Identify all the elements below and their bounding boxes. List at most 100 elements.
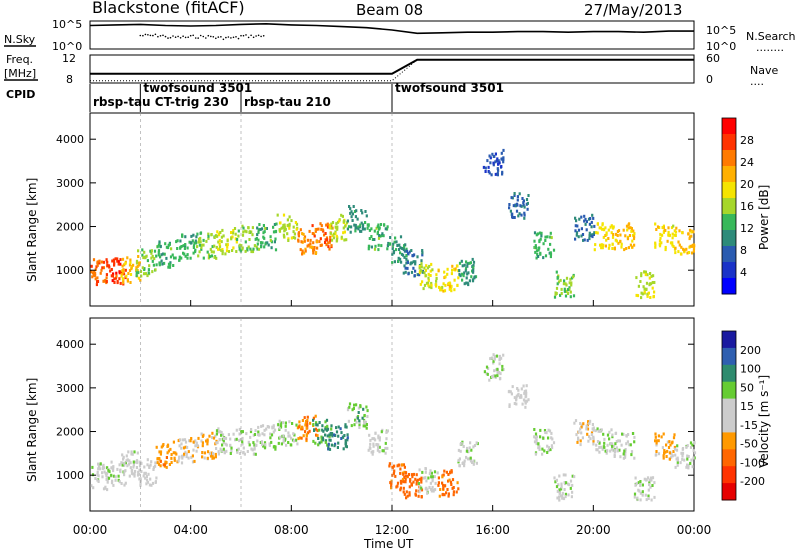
data-cell bbox=[518, 192, 521, 196]
data-cell bbox=[462, 274, 465, 278]
data-cell bbox=[254, 452, 257, 456]
data-cell bbox=[535, 442, 538, 446]
data-cell bbox=[287, 434, 290, 438]
data-cell bbox=[189, 256, 192, 260]
data-cell bbox=[377, 443, 380, 447]
data-cell bbox=[401, 477, 405, 481]
data-cell bbox=[588, 234, 591, 238]
data-cell bbox=[418, 271, 421, 275]
data-cell bbox=[302, 434, 305, 438]
data-cell bbox=[640, 272, 643, 276]
data-cell bbox=[586, 432, 589, 436]
data-cell bbox=[677, 250, 680, 254]
data-cell bbox=[365, 214, 368, 218]
data-cell bbox=[428, 472, 431, 476]
data-cell bbox=[295, 227, 298, 231]
data-cell bbox=[330, 443, 333, 447]
data-cell bbox=[692, 246, 696, 250]
data-cell bbox=[564, 495, 567, 499]
data-cell bbox=[427, 272, 430, 276]
data-cell bbox=[549, 242, 552, 246]
data-cell bbox=[176, 239, 179, 243]
data-cell bbox=[263, 433, 266, 437]
data-cell bbox=[642, 285, 645, 289]
data-cell bbox=[538, 448, 541, 451]
data-cell bbox=[106, 480, 109, 484]
data-cell bbox=[344, 224, 347, 228]
data-cell bbox=[647, 291, 650, 295]
data-cell bbox=[182, 454, 185, 458]
data-cell bbox=[608, 430, 611, 434]
data-cell bbox=[443, 270, 446, 274]
data-cell bbox=[687, 466, 690, 470]
data-cell bbox=[220, 248, 223, 252]
data-cell bbox=[227, 433, 230, 437]
data-cell bbox=[152, 465, 155, 469]
data-cell bbox=[630, 229, 633, 233]
data-cell bbox=[328, 226, 331, 230]
data-cell bbox=[262, 231, 265, 235]
data-cell bbox=[263, 446, 267, 450]
data-cell bbox=[164, 242, 167, 246]
data-cell bbox=[571, 490, 574, 494]
nsearch-point bbox=[182, 35, 184, 37]
data-cell bbox=[679, 461, 682, 465]
data-cell bbox=[319, 222, 322, 226]
data-cell bbox=[615, 232, 618, 236]
data-cell bbox=[628, 234, 632, 237]
data-cell bbox=[608, 437, 611, 441]
data-cell bbox=[115, 274, 118, 278]
data-cell bbox=[651, 484, 654, 487]
data-cell bbox=[193, 241, 196, 245]
data-cell bbox=[409, 479, 412, 483]
data-cell bbox=[242, 450, 245, 454]
data-cell bbox=[578, 217, 581, 221]
data-cell bbox=[222, 437, 225, 440]
data-cell bbox=[643, 287, 646, 291]
data-cell bbox=[318, 441, 321, 445]
data-cell bbox=[683, 248, 686, 252]
data-cell bbox=[165, 245, 168, 249]
data-cell bbox=[272, 425, 275, 429]
data-cell bbox=[313, 428, 316, 432]
data-cell bbox=[448, 281, 451, 285]
data-cell bbox=[173, 458, 176, 462]
data-cell bbox=[326, 222, 329, 226]
data-cell bbox=[611, 433, 614, 437]
data-cell bbox=[135, 271, 138, 275]
data-cell bbox=[141, 253, 144, 257]
data-cell bbox=[382, 234, 385, 238]
data-cell bbox=[367, 224, 370, 228]
plot-title: Blackstone (fitACF) bbox=[92, 0, 245, 17]
data-cell bbox=[145, 478, 149, 482]
data-cell bbox=[177, 459, 180, 463]
data-cell bbox=[435, 277, 438, 280]
data-cell bbox=[324, 433, 327, 437]
data-cell bbox=[283, 235, 286, 239]
data-cell bbox=[592, 428, 595, 432]
data-cell bbox=[636, 496, 639, 500]
data-cell bbox=[129, 466, 132, 470]
data-cell bbox=[338, 219, 341, 223]
data-cell bbox=[550, 444, 553, 448]
data-cell bbox=[676, 460, 679, 464]
noise-tick-right-bottom: 10^0 bbox=[706, 40, 736, 53]
data-cell bbox=[179, 239, 182, 243]
nsearch-point bbox=[197, 37, 199, 39]
data-cell bbox=[330, 424, 333, 428]
data-cell bbox=[565, 276, 569, 280]
data-cell bbox=[360, 221, 363, 225]
data-cell bbox=[680, 451, 683, 455]
data-cell bbox=[646, 476, 650, 480]
data-cell bbox=[107, 476, 111, 480]
data-cell bbox=[600, 246, 603, 250]
data-cell bbox=[562, 282, 565, 286]
data-cell bbox=[221, 228, 224, 232]
data-cell bbox=[574, 419, 578, 423]
data-cell bbox=[110, 466, 113, 470]
data-cell bbox=[513, 216, 516, 219]
data-cell bbox=[573, 421, 576, 425]
data-cell bbox=[490, 173, 493, 177]
data-cell bbox=[612, 444, 615, 448]
data-cell bbox=[525, 391, 528, 395]
